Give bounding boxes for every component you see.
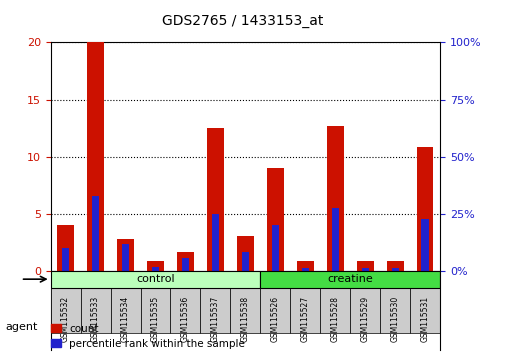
Bar [331, 208, 338, 270]
Bar [207, 128, 223, 270]
Text: GSM115535: GSM115535 [150, 296, 160, 342]
Bar [177, 252, 193, 270]
FancyBboxPatch shape [50, 270, 260, 288]
Text: GSM115530: GSM115530 [390, 296, 399, 342]
Text: GDS2765 / 1433153_at: GDS2765 / 1433153_at [162, 14, 323, 28]
Bar [211, 213, 219, 270]
Text: GSM115537: GSM115537 [211, 296, 220, 342]
Bar [391, 268, 398, 270]
Bar [357, 262, 373, 270]
Legend: count, percentile rank within the sample: count, percentile rank within the sample [50, 324, 245, 349]
Text: GSM115529: GSM115529 [360, 296, 369, 342]
Bar [271, 225, 279, 270]
Bar [62, 248, 69, 270]
Bar [117, 239, 133, 270]
Text: agent: agent [5, 322, 37, 332]
Text: GSM115536: GSM115536 [181, 296, 189, 342]
FancyBboxPatch shape [349, 270, 380, 333]
Bar [237, 236, 253, 270]
Bar [91, 196, 99, 270]
FancyBboxPatch shape [140, 270, 170, 333]
Text: creatine: creatine [327, 274, 373, 284]
Text: GSM115533: GSM115533 [91, 296, 100, 342]
FancyBboxPatch shape [380, 270, 410, 333]
FancyBboxPatch shape [200, 270, 230, 333]
Text: GSM115532: GSM115532 [61, 296, 70, 342]
Text: GSM115528: GSM115528 [330, 296, 339, 342]
FancyBboxPatch shape [170, 270, 200, 333]
Bar [421, 219, 428, 270]
Bar [241, 252, 248, 270]
FancyBboxPatch shape [230, 270, 260, 333]
Bar [386, 262, 402, 270]
FancyBboxPatch shape [260, 270, 290, 333]
Bar [416, 147, 433, 270]
Text: GSM115531: GSM115531 [420, 296, 429, 342]
Bar [301, 268, 309, 270]
Bar [147, 262, 164, 270]
FancyBboxPatch shape [80, 270, 110, 333]
Bar [267, 168, 283, 270]
Text: GSM115534: GSM115534 [121, 296, 130, 342]
FancyBboxPatch shape [320, 270, 349, 333]
Bar [57, 225, 74, 270]
FancyBboxPatch shape [410, 270, 439, 333]
Text: GSM115526: GSM115526 [270, 296, 279, 342]
Bar [87, 42, 104, 270]
FancyBboxPatch shape [50, 270, 80, 333]
Bar [296, 262, 313, 270]
FancyBboxPatch shape [260, 270, 439, 288]
Bar [152, 267, 159, 270]
FancyBboxPatch shape [110, 270, 140, 333]
Text: GSM115538: GSM115538 [240, 296, 249, 342]
Bar [181, 258, 189, 270]
Text: control: control [136, 274, 174, 284]
Bar [361, 268, 368, 270]
FancyBboxPatch shape [290, 270, 320, 333]
Text: GSM115527: GSM115527 [300, 296, 309, 342]
Bar [122, 244, 129, 270]
Bar [326, 126, 343, 270]
